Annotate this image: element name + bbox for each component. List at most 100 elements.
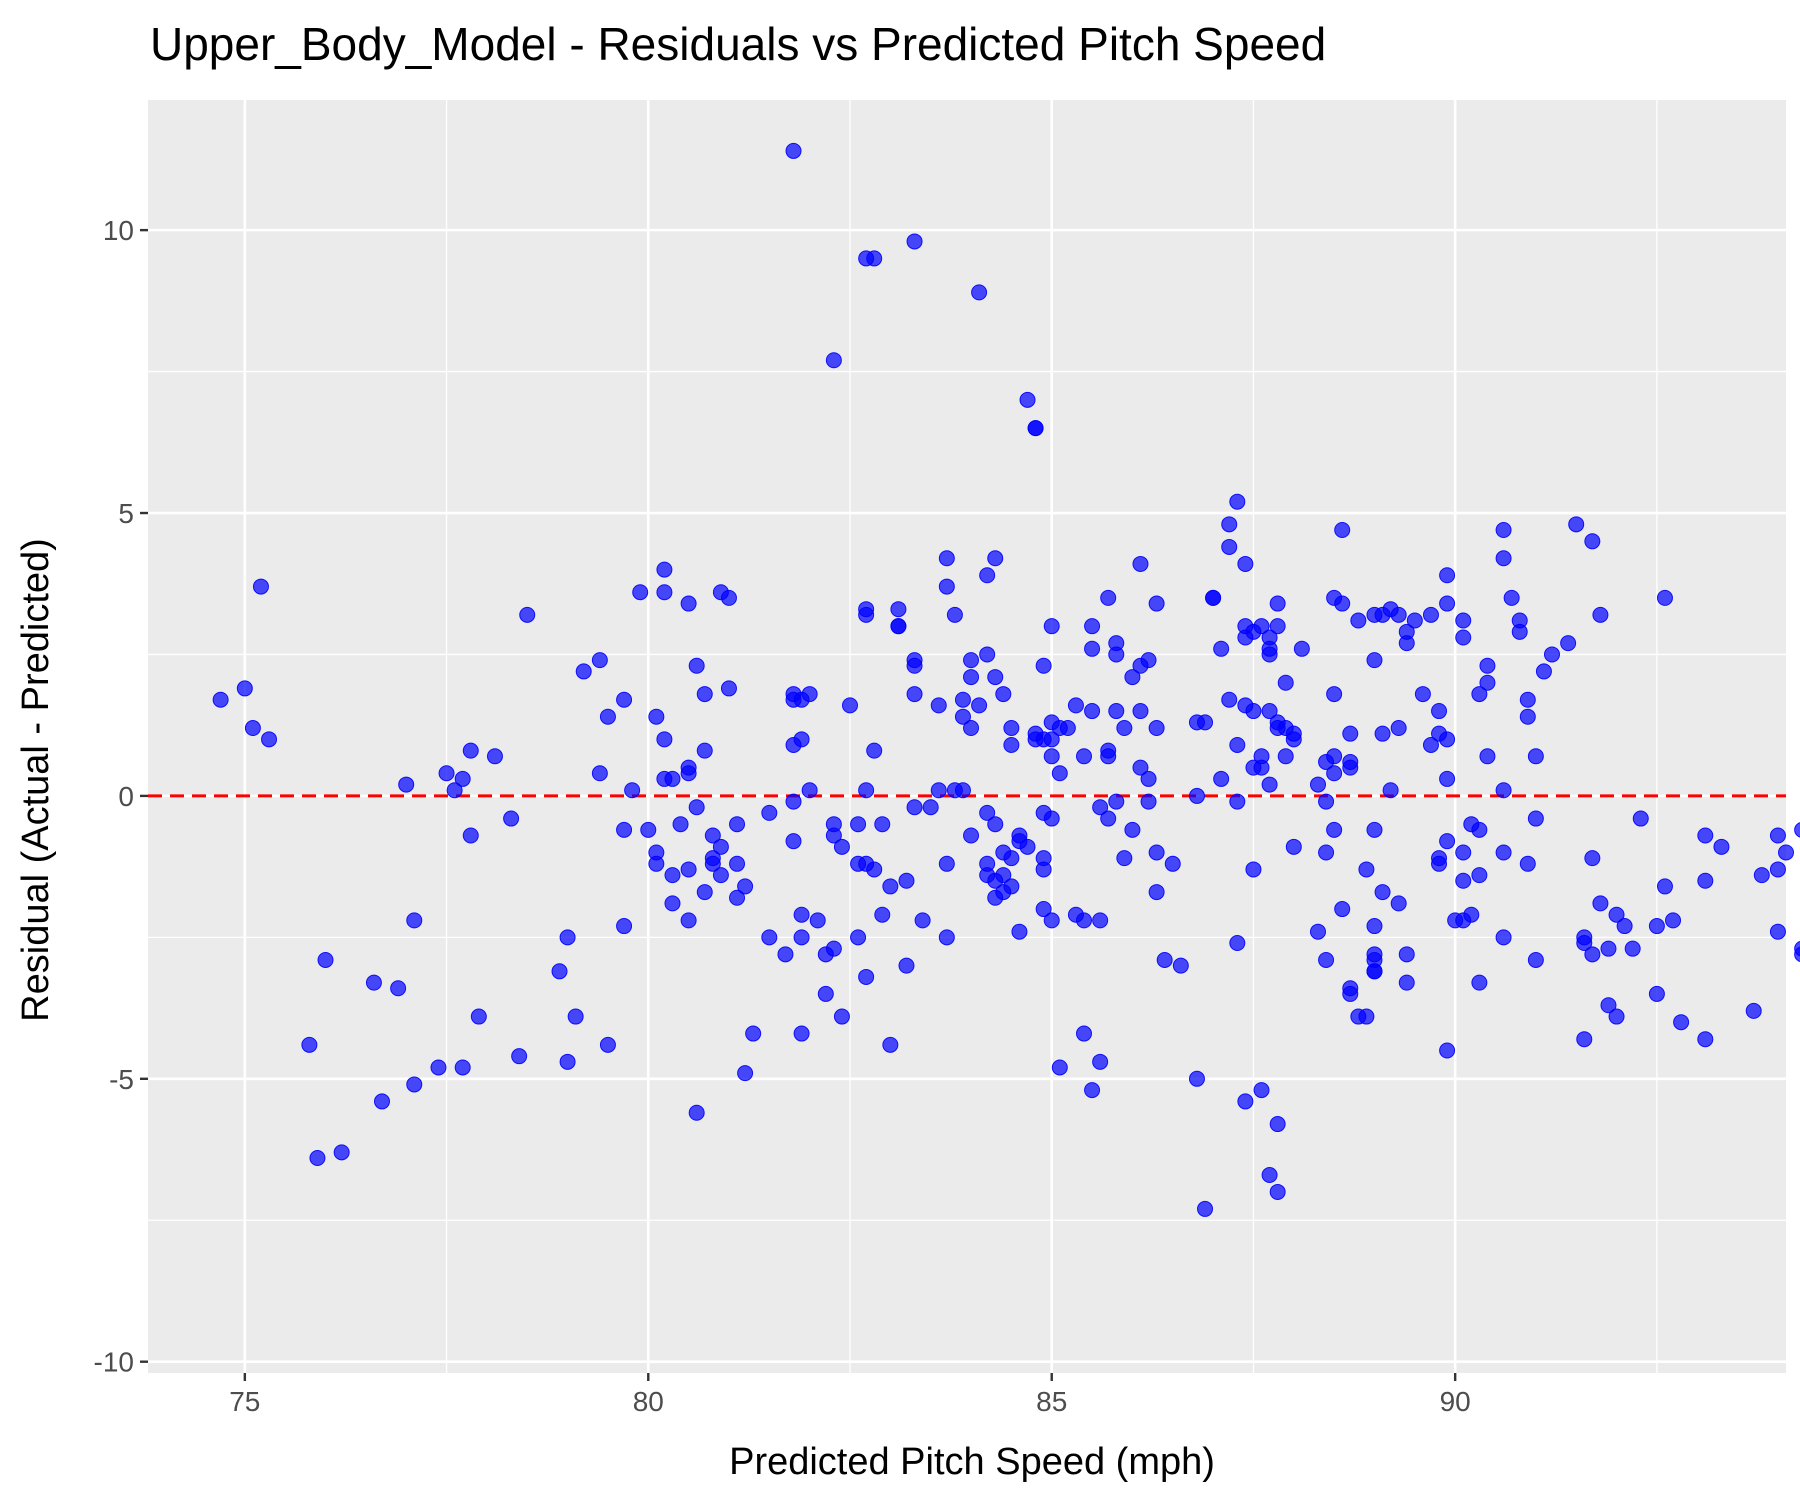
data-point <box>656 561 673 578</box>
data-point <box>737 1065 754 1082</box>
data-point <box>616 918 633 935</box>
data-point <box>1076 1025 1092 1042</box>
data-point <box>1108 793 1125 810</box>
data-point <box>906 652 923 669</box>
data-point <box>252 578 269 595</box>
data-point <box>1463 906 1480 923</box>
data-point <box>704 827 721 844</box>
data-point <box>1414 686 1431 703</box>
data-point <box>954 708 971 725</box>
data-point <box>963 669 980 686</box>
data-point <box>1576 1031 1593 1048</box>
data-point <box>890 601 907 618</box>
data-point <box>1455 872 1472 889</box>
data-point <box>882 1036 899 1053</box>
data-point <box>1043 748 1060 765</box>
data-point <box>309 1150 326 1167</box>
data-point <box>672 816 689 833</box>
data-point <box>664 867 681 884</box>
data-point <box>503 810 520 827</box>
data-point <box>1439 567 1456 584</box>
data-point <box>406 912 423 929</box>
y-axis-title: Residual (Actual - Predicted) <box>15 538 57 1022</box>
data-point <box>1269 618 1286 635</box>
data-point <box>1390 895 1407 912</box>
data-point <box>761 929 778 946</box>
data-point <box>1043 912 1060 929</box>
data-point <box>1592 606 1609 623</box>
data-point <box>1253 1082 1270 1099</box>
data-point <box>1624 940 1641 957</box>
data-point <box>1390 720 1407 737</box>
data-point <box>1697 1031 1714 1048</box>
data-point <box>1326 748 1343 765</box>
data-point <box>898 872 915 889</box>
data-point <box>212 691 229 708</box>
data-point <box>1326 686 1343 703</box>
data-point <box>1003 720 1020 737</box>
data-point <box>1334 595 1351 612</box>
data-point <box>656 731 673 748</box>
data-point <box>1221 691 1238 708</box>
data-point <box>1366 821 1383 838</box>
data-point <box>1471 974 1488 991</box>
data-point <box>793 1025 810 1042</box>
data-point <box>1439 770 1456 787</box>
data-point <box>898 957 915 974</box>
data-point <box>1003 850 1020 867</box>
x-tick-label: 80 <box>633 1386 664 1417</box>
data-point <box>874 816 891 833</box>
data-point <box>616 691 633 708</box>
data-point <box>704 850 721 867</box>
data-point <box>858 606 875 623</box>
y-tick-label: 5 <box>118 498 134 529</box>
data-point <box>1124 821 1141 838</box>
data-point <box>1431 703 1448 720</box>
data-point <box>1697 827 1714 844</box>
data-point <box>1067 697 1084 714</box>
data-point <box>680 861 697 878</box>
data-point <box>1519 708 1536 725</box>
data-point <box>1495 844 1512 861</box>
data-points <box>212 142 1800 1217</box>
data-point <box>1140 652 1157 669</box>
data-point <box>632 584 649 601</box>
data-point <box>906 686 923 703</box>
data-point <box>236 680 253 697</box>
data-point <box>1616 918 1633 935</box>
data-point <box>551 963 568 980</box>
data-point <box>1148 884 1165 901</box>
data-point <box>1648 918 1665 935</box>
y-tick-label: -5 <box>109 1064 134 1095</box>
data-point <box>1600 940 1617 957</box>
data-point <box>833 838 850 855</box>
data-point <box>995 867 1012 884</box>
data-point <box>1398 946 1415 963</box>
data-point <box>599 708 616 725</box>
data-point <box>946 606 963 623</box>
data-point <box>1382 782 1399 799</box>
data-point <box>390 980 407 997</box>
data-point <box>1519 691 1536 708</box>
data-point <box>858 782 875 799</box>
data-point <box>1035 861 1052 878</box>
data-point <box>1148 595 1165 612</box>
data-point <box>1495 929 1512 946</box>
data-point <box>922 799 939 816</box>
data-point <box>1535 663 1552 680</box>
data-point <box>680 759 697 776</box>
x-tick-label: 90 <box>1440 1386 1471 1417</box>
data-point <box>1229 493 1246 510</box>
data-point <box>1656 878 1673 895</box>
data-point <box>1188 1070 1205 1087</box>
data-point <box>1511 623 1528 640</box>
data-point <box>825 352 842 369</box>
data-point <box>1455 612 1472 629</box>
data-point <box>1632 810 1649 827</box>
data-point <box>317 951 334 968</box>
data-point <box>1568 516 1585 533</box>
data-point <box>809 912 826 929</box>
data-point <box>1076 912 1092 929</box>
data-point <box>1794 822 1800 838</box>
data-point <box>1439 731 1456 748</box>
